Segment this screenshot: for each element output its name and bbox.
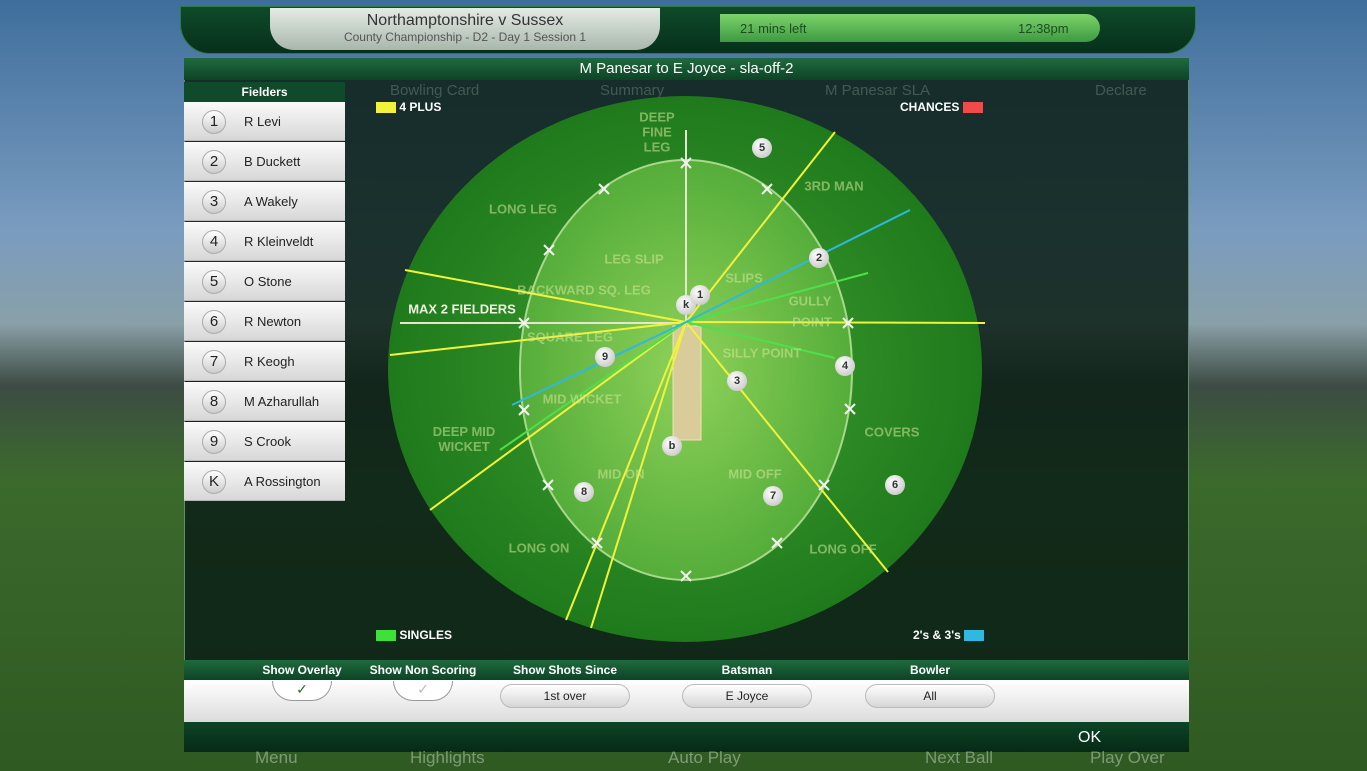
field-label-text: DEEP FINE LEG [632,110,682,155]
page: {"header":{"match":"Northamptonshire v S… [0,0,1367,771]
fielder-marker: 4 [835,356,855,376]
fielder-marker: b [662,436,682,456]
field-label: DEEP FINE LEG [632,110,682,155]
field-label: DEEP MID WICKET [424,424,504,454]
control-label: Batsman [722,663,773,677]
shots-since-selector[interactable]: 1st over [500,684,630,708]
legend-item: CHANCES [900,100,983,114]
control-label: Show Non Scoring [370,663,477,677]
legend-label: CHANCES [900,100,959,114]
field-label-text: DEEP MID WICKET [424,424,504,454]
field-label: LONG LEG [489,202,557,217]
field-label: SLIPS [725,271,763,286]
bowler-selector[interactable]: All [865,684,995,708]
legend-swatch [376,630,396,641]
control-label: Show Shots Since [513,663,617,677]
legend-label: 2's & 3's [913,628,961,642]
fielder-marker: 9 [595,347,615,367]
field-label: SILLY POINT [723,346,802,361]
legend-label: SINGLES [399,628,452,642]
field-label: BACKWARD SQ. LEG [517,283,651,298]
legend-swatch [376,102,396,113]
fielder-marker: 2 [809,248,829,268]
fielder-marker: 5 [752,138,772,158]
field-label: MID ON [598,467,645,482]
field-label: SQUARE LEG [527,330,613,345]
legend-swatch [963,102,983,113]
fielder-marker: 6 [885,475,905,495]
nav-item[interactable]: Auto Play [668,748,741,768]
fielder-marker: 3 [727,371,747,391]
field-label: MID WICKET [543,392,622,407]
field-overlay [0,0,1367,771]
legend-item: SINGLES [376,628,452,642]
fielder-marker: 7 [763,486,783,506]
field-label: COVERS [865,425,920,440]
nav-item[interactable]: Next Ball [925,748,993,768]
batsman-selector[interactable]: E Joyce [682,684,812,708]
field-label: MID OFF [728,467,781,482]
max-fielders-label: MAX 2 FIELDERS [408,302,516,317]
legend-swatch [964,630,984,641]
nav-item[interactable]: Menu [255,748,298,768]
fielder-marker: 1 [690,285,710,305]
field-label: LONG ON [509,541,570,556]
ok-button[interactable]: OK [1078,729,1101,747]
fielder-marker: 8 [574,482,594,502]
legend-label: 4 PLUS [399,100,441,114]
control-label: Bowler [910,663,950,677]
legend-item: 2's & 3's [913,628,984,642]
control-label: Show Overlay [262,663,341,677]
legend-item: 4 PLUS [376,100,441,114]
nav-item[interactable]: Highlights [410,748,485,768]
field-label: POINT [792,315,832,330]
field-label: LEG SLIP [604,252,663,267]
field-label: GULLY [789,294,832,309]
nav-item[interactable]: Play Over [1090,748,1165,768]
field-label: 3RD MAN [804,179,863,194]
field-label: LONG OFF [809,542,876,557]
